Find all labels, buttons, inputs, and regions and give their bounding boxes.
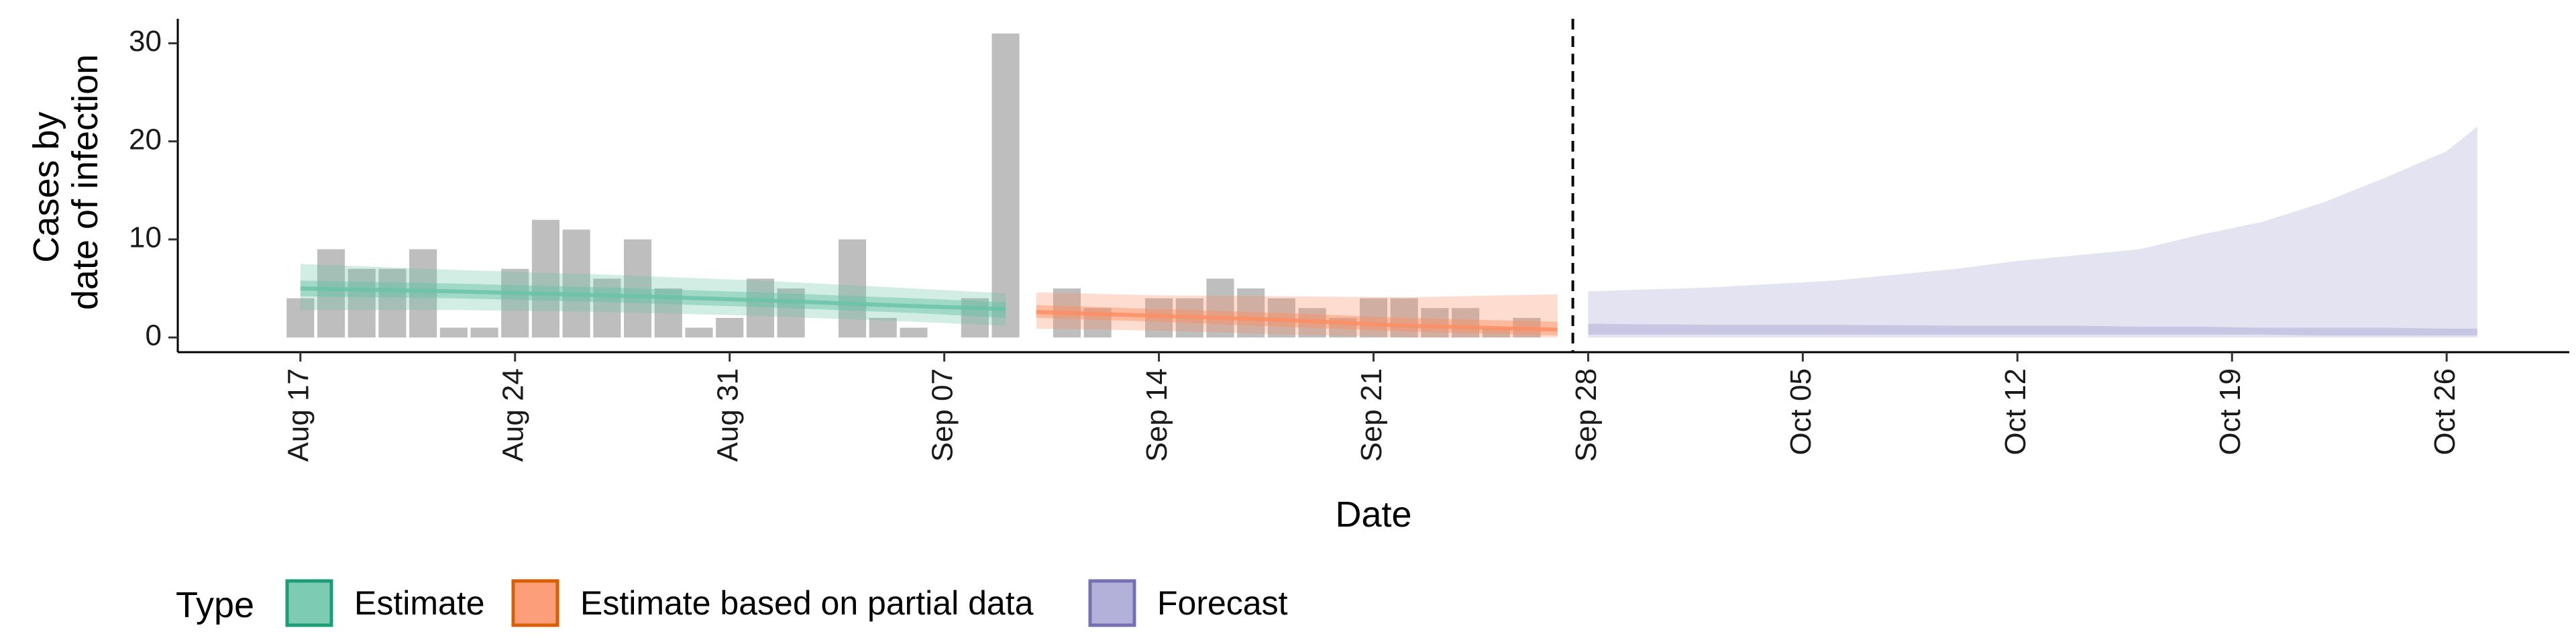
- bar-day-11: [624, 239, 652, 338]
- legend-entries: Estimate Estimate based on partial data Fo…: [285, 579, 1288, 627]
- bar-day-9: [562, 229, 590, 338]
- y-tick-label-10: 10: [129, 221, 162, 254]
- x-tick-label-sep-28: Sep 28: [1570, 368, 1603, 462]
- legend-key-estimate: [285, 579, 333, 627]
- y-axis-title-line-1: Cases by: [26, 111, 66, 262]
- bar-day-36: [1390, 298, 1418, 338]
- y-tick-label-0: 0: [146, 319, 162, 352]
- bar-day-5: [439, 327, 468, 338]
- forecast-outer-band: [1588, 126, 2477, 338]
- bar-day-31: [1237, 288, 1265, 338]
- bar-day-8: [531, 219, 560, 338]
- x-axis-ticks: Aug 17 Aug 24 Aug 31 Sep 07 Sep 14 Sep 21 Sep …: [282, 352, 2461, 462]
- estimate-bands: [300, 126, 2477, 338]
- legend-title: Type: [176, 585, 254, 625]
- forecast-inner-band: [1588, 323, 2477, 336]
- bar-day-0: [286, 298, 315, 338]
- x-tick-label-oct-19: Oct 19: [2214, 368, 2247, 455]
- y-axis-title-line-2: date of infection: [65, 54, 105, 310]
- estimate-median-line: [300, 286, 1006, 311]
- bar-day-14: [716, 317, 744, 338]
- estimate-based-on-partial-data-median-line: [1036, 310, 1558, 332]
- x-tick-label-aug-24: Aug 24: [496, 368, 529, 462]
- bar-day-3: [378, 268, 407, 338]
- bar-day-30: [1206, 278, 1234, 338]
- bar-day-16: [777, 288, 805, 338]
- legend: Type Estimate Estimate based on partial d…: [176, 579, 1288, 627]
- bar-day-6: [470, 327, 498, 338]
- legend-label-forecast: Forecast: [1157, 584, 1288, 622]
- x-tick-label-oct-05: Oct 05: [1784, 368, 1817, 455]
- bar-day-2: [347, 268, 376, 338]
- y-axis-title: Cases by date of infection: [26, 54, 105, 310]
- bar-day-7: [501, 268, 529, 338]
- x-tick-label-sep-07: Sep 07: [926, 368, 959, 462]
- legend-key-estimate-based-on-partial-data: [511, 579, 559, 627]
- observed-cases-bars: [286, 33, 1541, 338]
- estimate-inner-band: [300, 280, 1006, 318]
- legend-label-estimate-based-on-partial-data: Estimate based on partial data: [580, 584, 1034, 622]
- y-axis-ticks: 0 10 20 30: [129, 25, 178, 352]
- bar-day-10: [593, 278, 621, 338]
- x-tick-label-aug-31: Aug 31: [711, 368, 744, 462]
- y-tick-label-30: 30: [129, 25, 162, 58]
- x-tick-label-sep-14: Sep 14: [1140, 368, 1173, 462]
- bar-day-35: [1359, 298, 1388, 338]
- x-tick-label-oct-26: Oct 26: [2428, 368, 2461, 455]
- bar-day-22: [961, 298, 989, 338]
- y-tick-label-20: 20: [129, 123, 162, 156]
- x-tick-label-sep-21: Sep 21: [1355, 368, 1388, 462]
- bar-day-4: [409, 249, 437, 338]
- bar-day-19: [869, 317, 897, 338]
- bar-day-18: [838, 239, 867, 338]
- bar-day-23: [991, 33, 1020, 338]
- x-axis-title: Date: [1335, 494, 1411, 535]
- bar-day-1: [317, 249, 345, 338]
- bar-day-37: [1421, 308, 1449, 338]
- x-tick-label-aug-17: Aug 17: [282, 368, 315, 462]
- legend-label-estimate: Estimate: [354, 584, 485, 622]
- bar-day-38: [1452, 308, 1480, 338]
- x-tick-label-oct-12: Oct 12: [1999, 368, 2032, 455]
- bar-day-20: [900, 327, 928, 338]
- bar-day-15: [746, 278, 774, 338]
- bar-day-13: [685, 327, 713, 338]
- legend-key-forecast: [1088, 579, 1136, 627]
